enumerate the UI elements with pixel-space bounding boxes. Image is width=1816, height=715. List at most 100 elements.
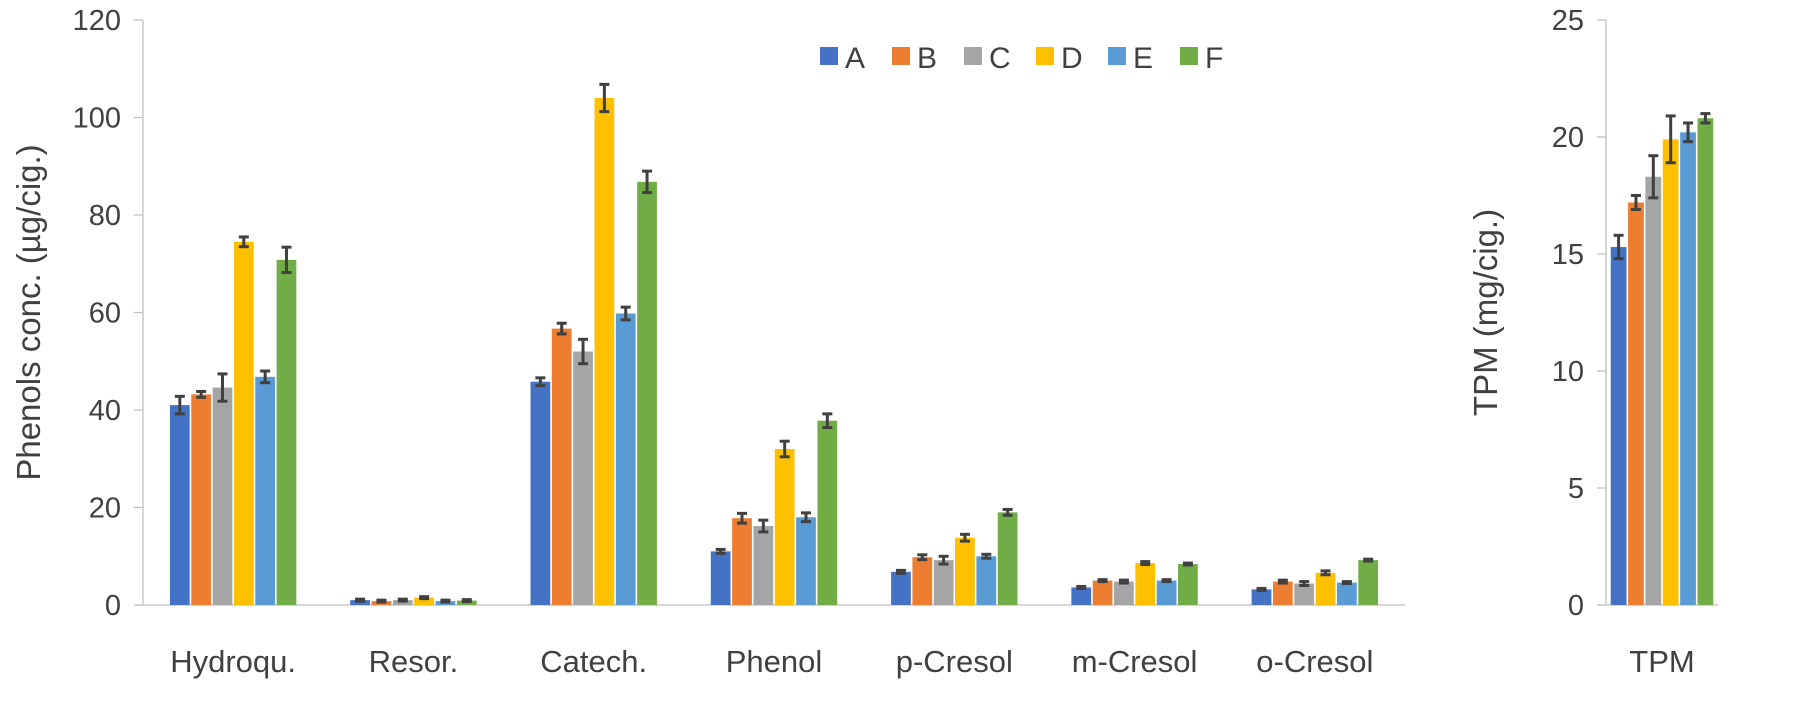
legend-swatch-D <box>1036 47 1054 65</box>
error-bar-A-Hydroqu. <box>174 394 185 416</box>
legend-label-E: E <box>1133 42 1153 75</box>
error-bar-A-Resor. <box>355 597 366 603</box>
bar-F-Phenol <box>817 420 838 605</box>
y-tick-label: 15 <box>1552 239 1584 271</box>
error-bar-E-m-Cresol <box>1161 578 1172 584</box>
bar-D-Hydroqu. <box>233 241 254 605</box>
legend-swatch-E <box>1108 47 1126 65</box>
error-bar-E-Phenol <box>801 511 812 524</box>
error-bar-B-o-Cresol <box>1277 578 1288 585</box>
error-bar-B-Phenol <box>736 511 747 525</box>
y-tick-label: 25 <box>1552 5 1584 37</box>
bar-E-Phenol <box>796 517 816 605</box>
legend-swatch-F <box>1180 47 1198 65</box>
error-bar-D-TPM <box>1665 114 1676 165</box>
error-bar-E-Hydroqu. <box>260 369 271 385</box>
error-bar-E-Resor. <box>440 598 451 604</box>
error-bar-B-Resor. <box>376 598 387 604</box>
y-tick-label: 5 <box>1568 473 1584 505</box>
tpm-chart-panel: 0 5 10 15 20 25 TPM TPM (mg/cig.) <box>1467 5 1718 679</box>
legend-swatch-A <box>820 47 838 65</box>
error-bar-B-p-Cresol <box>917 553 928 562</box>
error-bar-D-Catech. <box>599 82 610 114</box>
bar-D-Phenol <box>774 449 795 605</box>
bar-D-m-Cresol <box>1135 563 1156 605</box>
error-bar-D-Phenol <box>779 439 790 459</box>
y-tick-label: 0 <box>1568 590 1584 622</box>
x-category-label: Hydroqu. <box>170 644 296 679</box>
y-tick-label: 40 <box>89 395 121 427</box>
legend: A B C D E F <box>820 42 1223 75</box>
error-bar-D-p-Cresol <box>959 532 970 543</box>
error-bar-B-TPM <box>1630 194 1641 212</box>
bar-D-o-Cresol <box>1315 572 1336 605</box>
y-tick-label: 120 <box>73 5 121 37</box>
error-bar-C-o-Cresol <box>1299 580 1310 587</box>
error-bar-F-m-Cresol <box>1182 561 1193 567</box>
bar-F-Hydroqu. <box>276 259 297 605</box>
bar-A-Phenol <box>710 551 731 605</box>
error-bar-F-Hydroqu. <box>281 245 292 275</box>
bar-A-Catech. <box>530 381 551 605</box>
bar-B-Phenol <box>732 518 752 605</box>
bar-E-Hydroqu. <box>255 376 276 605</box>
error-bar-A-Phenol <box>715 547 726 555</box>
bar-E-Catech. <box>615 313 636 605</box>
x-category-label: o-Cresol <box>1256 644 1373 679</box>
error-bar-B-Catech. <box>556 321 567 336</box>
error-bar-E-Catech. <box>620 305 631 322</box>
bar-E-TPM <box>1680 132 1696 605</box>
error-bar-B-m-Cresol <box>1097 578 1108 584</box>
y-tick-label: 20 <box>89 493 121 525</box>
legend-label-D: D <box>1061 42 1083 75</box>
bar-A-p-Cresol <box>891 571 911 605</box>
bar-C-m-Cresol <box>1114 581 1134 605</box>
bar-B-p-Cresol <box>912 557 933 605</box>
error-bar-E-o-Cresol <box>1341 580 1352 586</box>
bar-C-Hydroqu. <box>212 387 233 605</box>
legend-label-B: B <box>917 42 937 75</box>
bar-A-m-Cresol <box>1071 587 1092 605</box>
bar-B-TPM <box>1628 202 1644 605</box>
bar-D-Resor. <box>414 597 434 605</box>
bar-C-TPM <box>1645 176 1662 605</box>
bar-A-Hydroqu. <box>169 405 190 605</box>
error-bar-D-Hydroqu. <box>238 235 249 249</box>
error-bar-C-p-Cresol <box>938 554 949 566</box>
error-bar-F-Resor. <box>461 598 472 604</box>
error-bar-F-TPM <box>1700 112 1711 125</box>
error-bar-D-o-Cresol <box>1320 569 1331 577</box>
y-tick-label: 80 <box>89 200 121 232</box>
bar-B-m-Cresol <box>1092 580 1113 605</box>
error-bar-C-Hydroqu. <box>217 372 228 403</box>
x-category-label: p-Cresol <box>896 644 1013 679</box>
error-bar-F-Phenol <box>822 412 833 430</box>
error-bar-C-m-Cresol <box>1118 578 1129 585</box>
bar-F-o-Cresol <box>1358 560 1379 605</box>
error-bar-D-Resor. <box>419 595 430 601</box>
bar-F-p-Cresol <box>997 512 1018 605</box>
legend-label-A: A <box>845 42 865 75</box>
bar-C-Phenol <box>753 526 774 605</box>
bar-F-Catech. <box>637 181 657 605</box>
bar-D-Catech. <box>594 98 615 605</box>
error-bar-F-o-Cresol <box>1363 557 1374 563</box>
x-category-label: m-Cresol <box>1072 644 1198 679</box>
bar-F-m-Cresol <box>1178 564 1198 605</box>
legend-label-F: F <box>1205 42 1223 75</box>
y-axis-title: TPM (mg/cig.) <box>1467 209 1504 416</box>
error-bar-C-Catech. <box>578 337 589 366</box>
bar-B-o-Cresol <box>1272 581 1293 605</box>
bar-C-Catech. <box>573 351 593 605</box>
x-category-label: Phenol <box>726 644 823 679</box>
x-category-label: Resor. <box>369 644 459 679</box>
error-bar-C-Resor. <box>397 597 408 603</box>
y-tick-label: 100 <box>73 103 121 135</box>
x-category-label: Catech. <box>540 644 647 679</box>
bar-D-p-Cresol <box>955 537 975 605</box>
error-bar-F-p-Cresol <box>1002 507 1013 517</box>
bar-E-o-Cresol <box>1336 582 1357 605</box>
error-bar-A-p-Cresol <box>895 568 906 575</box>
